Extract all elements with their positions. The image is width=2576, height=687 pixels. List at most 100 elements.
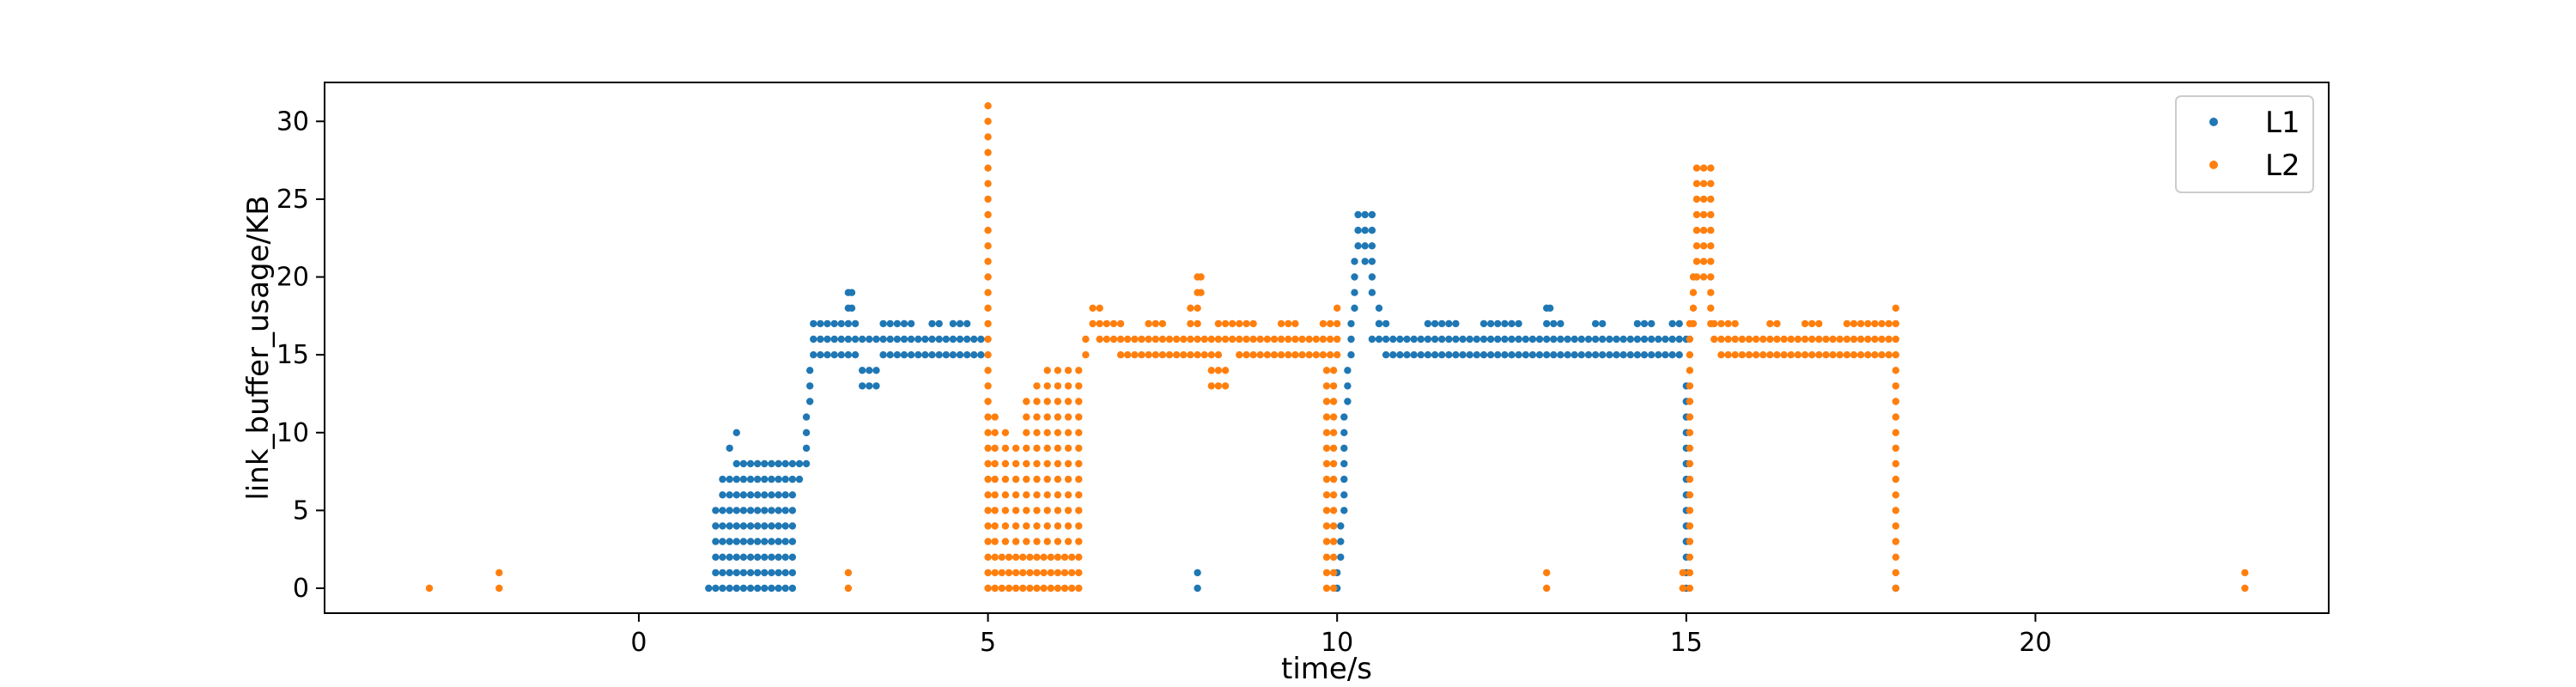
data-point bbox=[1068, 553, 1076, 561]
data-point bbox=[984, 398, 992, 405]
data-point bbox=[1145, 351, 1152, 359]
data-point bbox=[1479, 335, 1488, 344]
data-point bbox=[1766, 335, 1774, 344]
data-point bbox=[844, 568, 853, 577]
data-point bbox=[984, 195, 992, 204]
data-point bbox=[928, 335, 936, 344]
data-point bbox=[1337, 538, 1345, 545]
data-point bbox=[1001, 491, 1010, 499]
data-point bbox=[768, 584, 775, 593]
data-point bbox=[1375, 335, 1383, 344]
data-point bbox=[781, 507, 789, 514]
data-point bbox=[1023, 491, 1030, 499]
data-point bbox=[1466, 351, 1473, 359]
data-point bbox=[1508, 335, 1516, 344]
data-point bbox=[1431, 319, 1439, 328]
data-point bbox=[1329, 538, 1338, 545]
data-point bbox=[1710, 319, 1718, 328]
data-point bbox=[739, 491, 748, 499]
data-point bbox=[1892, 491, 1899, 499]
data-point bbox=[1075, 491, 1083, 499]
data-point bbox=[1131, 351, 1139, 359]
data-point bbox=[1060, 568, 1069, 577]
data-point bbox=[1892, 553, 1899, 561]
data-point bbox=[1864, 335, 1872, 344]
data-point bbox=[1322, 538, 1331, 545]
data-point bbox=[754, 553, 762, 561]
data-point bbox=[1200, 335, 1208, 344]
data-point bbox=[886, 335, 894, 344]
legend-label: L1 bbox=[2265, 106, 2300, 140]
data-point bbox=[1214, 319, 1223, 328]
data-point bbox=[1207, 351, 1216, 359]
data-point bbox=[1773, 335, 1781, 344]
data-point bbox=[754, 491, 762, 499]
data-point bbox=[1619, 351, 1627, 359]
data-point bbox=[1012, 522, 1020, 530]
data-point bbox=[1187, 335, 1194, 344]
plot-frame bbox=[324, 82, 2330, 614]
data-point bbox=[495, 568, 503, 577]
data-point bbox=[788, 522, 797, 530]
data-point bbox=[732, 507, 740, 514]
data-point bbox=[1557, 319, 1564, 328]
data-point bbox=[1043, 429, 1051, 436]
data-point bbox=[795, 475, 804, 483]
data-point bbox=[1187, 351, 1194, 359]
data-point bbox=[788, 459, 797, 468]
data-point bbox=[823, 335, 831, 344]
data-point bbox=[984, 133, 992, 141]
data-point bbox=[1096, 319, 1103, 328]
data-point bbox=[1699, 179, 1708, 187]
data-point bbox=[1075, 459, 1083, 468]
data-point bbox=[984, 429, 992, 436]
data-point bbox=[1064, 507, 1072, 514]
data-point bbox=[991, 507, 999, 514]
data-point bbox=[1599, 351, 1607, 359]
data-point bbox=[1892, 304, 1899, 312]
data-point bbox=[1242, 335, 1250, 344]
data-point bbox=[775, 538, 782, 545]
data-point bbox=[1822, 335, 1830, 344]
data-point bbox=[823, 319, 831, 328]
data-point bbox=[806, 367, 814, 374]
data-point bbox=[893, 319, 902, 328]
data-point bbox=[2241, 584, 2249, 593]
data-point bbox=[1001, 507, 1010, 514]
data-point bbox=[900, 351, 908, 359]
data-point bbox=[1033, 553, 1041, 561]
data-point bbox=[1116, 351, 1125, 359]
data-point bbox=[1043, 459, 1051, 468]
data-point bbox=[1322, 398, 1331, 405]
data-point bbox=[1043, 398, 1051, 405]
data-point bbox=[1745, 335, 1753, 344]
data-point bbox=[1515, 351, 1522, 359]
data-point bbox=[907, 335, 915, 344]
data-point bbox=[1396, 351, 1404, 359]
data-point bbox=[1285, 351, 1292, 359]
data-point bbox=[991, 538, 999, 545]
data-point bbox=[1486, 335, 1495, 344]
data-point bbox=[1724, 335, 1732, 344]
data-point bbox=[1023, 429, 1030, 436]
data-point bbox=[1717, 319, 1725, 328]
data-point bbox=[817, 319, 824, 328]
data-point bbox=[1054, 382, 1062, 390]
data-point bbox=[1351, 289, 1358, 296]
data-point bbox=[1277, 351, 1285, 359]
data-point bbox=[746, 475, 755, 483]
data-point bbox=[810, 351, 817, 359]
data-point bbox=[991, 444, 999, 453]
data-point bbox=[1214, 382, 1223, 390]
data-point bbox=[879, 351, 887, 359]
y-tick-label: 20 bbox=[276, 263, 309, 293]
data-point bbox=[1679, 568, 1687, 577]
data-point bbox=[1522, 351, 1530, 359]
data-point bbox=[1214, 335, 1223, 344]
data-point bbox=[761, 568, 769, 577]
data-point bbox=[984, 584, 992, 593]
data-point bbox=[1109, 335, 1118, 344]
data-point bbox=[1445, 351, 1453, 359]
data-point bbox=[1312, 335, 1321, 344]
data-point bbox=[1060, 553, 1069, 561]
